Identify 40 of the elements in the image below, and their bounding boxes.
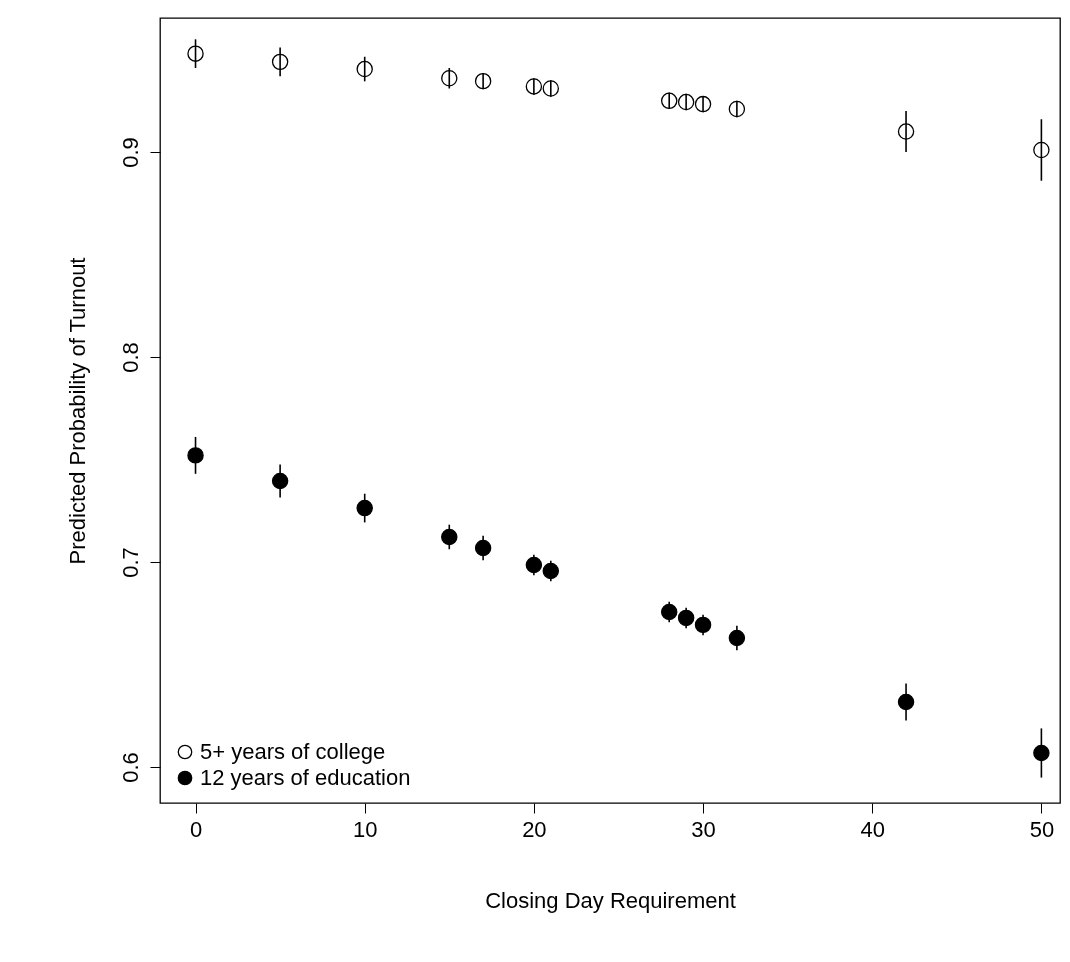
y-tick-label: 0.9 [117,137,143,168]
point [660,92,678,110]
point [187,45,204,62]
point [1033,141,1050,159]
y-axis-title: Predicted Probability of Turnout [64,257,90,565]
point [728,629,746,647]
point [271,472,289,490]
point [897,693,915,711]
point [525,556,543,574]
point [525,78,543,95]
point [542,562,560,580]
legend-label: 12 years of education [200,765,411,790]
point [271,53,289,71]
point [356,60,373,78]
point [677,93,695,111]
point [677,609,695,627]
x-axis-title: Closing Day Requirement [485,887,736,913]
point [441,70,458,87]
x-tick-label: 40 [860,816,885,842]
point [474,72,492,90]
y-tick-label: 0.8 [117,342,143,373]
point [356,499,373,517]
point [441,528,458,546]
x-tick-label: 50 [1029,816,1055,842]
point [694,616,712,634]
point [897,123,915,140]
point [728,100,746,118]
y-tick-label: 0.7 [117,547,143,578]
point [1033,744,1050,762]
x-tick-label: 30 [691,816,716,842]
x-tick-label: 10 [352,816,378,842]
x-tick-label: 20 [522,816,547,842]
point [474,539,492,557]
x-tick-label: 0 [189,816,203,842]
point [660,603,678,621]
legend-label: 5+ years of college [200,739,386,764]
y-tick-label: 0.6 [117,752,143,783]
point [542,80,560,97]
point [694,95,712,113]
point [187,447,204,464]
